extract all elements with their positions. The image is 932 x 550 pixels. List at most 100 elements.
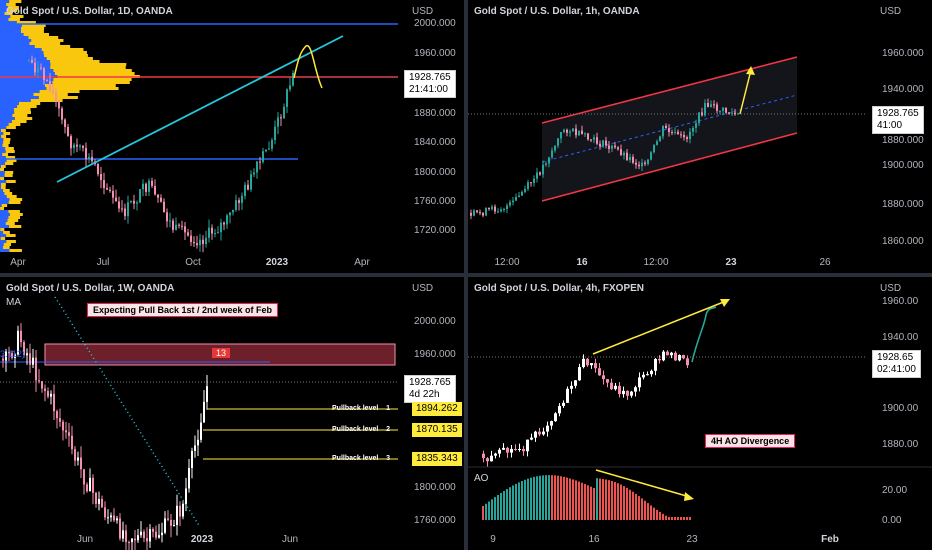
volume-profile-bar [0, 102, 19, 105]
x-tick: Jun [281, 534, 299, 545]
channel-lower-line[interactable] [541, 132, 798, 202]
candle-body [127, 202, 129, 217]
chart-canvas-4h[interactable] [468, 277, 932, 550]
volume-profile-bar [0, 84, 45, 87]
candle-body [614, 145, 616, 148]
volume-profile-bar [0, 183, 1, 186]
candle-body [689, 131, 691, 140]
candle-body [590, 363, 593, 366]
candle-body [506, 447, 509, 453]
candle-body [106, 188, 108, 190]
volume-profile-bar [43, 54, 88, 57]
chart-panel-1d[interactable]: Gold Spot / U.S. Dollar, 1D, OANDA USD 2… [0, 0, 464, 273]
candle-body [95, 492, 97, 504]
candle-body [43, 68, 45, 81]
candle-body [500, 209, 502, 212]
candle-body [614, 385, 617, 390]
chart-panel-4h[interactable]: Gold Spot / U.S. Dollar, 4h, FXOPEN 4H A… [468, 277, 932, 550]
x-tick: 2023 [190, 534, 214, 545]
candle-body [145, 183, 147, 192]
candle-body [617, 147, 619, 150]
channel-upper-line[interactable] [541, 56, 798, 124]
volume-profile-bar [0, 36, 29, 39]
candle-body [92, 477, 94, 493]
candle-body [542, 164, 544, 175]
candle-body [618, 385, 621, 395]
pullback-price-1[interactable]: 1894.262 [412, 402, 462, 416]
projection-path[interactable] [691, 306, 717, 363]
candle-body [634, 387, 637, 392]
ao-indicator-label[interactable]: AO [474, 473, 489, 484]
candle-body [594, 363, 597, 369]
candle-body [574, 380, 577, 386]
price-label[interactable]: 1928.765 21:41:00 [404, 70, 456, 98]
candle-body [632, 156, 634, 163]
volume-profile-bar [0, 240, 7, 243]
volume-profile-bar [0, 123, 9, 126]
projection-curve[interactable] [293, 45, 323, 89]
candle-body [646, 374, 649, 376]
zone-badge[interactable]: 13 [212, 348, 231, 358]
ao-bar [575, 480, 577, 520]
volume-profile-bar [7, 6, 19, 9]
chart-panel-1w[interactable]: Gold Spot / U.S. Dollar, 1W, OANDA MA 3.… [0, 277, 464, 550]
volume-profile-bar [30, 99, 63, 102]
candle-body [533, 178, 535, 183]
projection-arrow[interactable] [739, 69, 752, 115]
ao-bar [542, 475, 544, 520]
chart-canvas-1h[interactable] [468, 0, 932, 273]
volume-profile-bar [0, 18, 9, 21]
candle-body [569, 131, 571, 133]
candle-body [98, 498, 100, 504]
annotation-note[interactable]: Expecting Pull Back 1st / 2nd week of Fe… [87, 303, 279, 317]
volume-profile-bar [0, 129, 6, 132]
candle-body [623, 152, 625, 156]
pullback-price-3[interactable]: 1835.343 [412, 452, 462, 466]
candle-body [157, 194, 159, 198]
candle-body [662, 351, 665, 361]
ao-bar [569, 478, 571, 520]
chart-canvas-1d[interactable] [0, 0, 464, 273]
volume-profile-bar [0, 141, 4, 144]
candle-body [35, 357, 37, 381]
candle-body [259, 161, 261, 163]
x-tick: Jul [96, 257, 110, 268]
trendline-cyan[interactable] [56, 35, 344, 183]
candle-body [518, 449, 521, 451]
price-label[interactable]: 1928.765 4d 22h [404, 375, 456, 403]
candle-body [217, 232, 219, 234]
candle-body [578, 130, 580, 136]
candle-body [515, 197, 517, 201]
price-label[interactable]: 1928.765 41:00 [872, 106, 924, 134]
price-label[interactable]: 1928.65 02:41:00 [872, 350, 921, 378]
indicator-label[interactable]: MA [6, 297, 21, 308]
level-value: 3.112) [0, 349, 25, 359]
ao-bar [659, 511, 661, 520]
volume-profile-bar [6, 240, 16, 243]
candle-body [692, 128, 694, 132]
x-tick: 23 [725, 257, 737, 268]
candle-body [194, 445, 196, 451]
candle-body [205, 237, 207, 244]
chart-panel-1h[interactable]: Gold Spot / U.S. Dollar, 1h, OANDA USD 1… [468, 0, 932, 273]
volume-profile-bar [20, 27, 45, 30]
price-divergence-line[interactable] [592, 300, 727, 355]
candle-body [116, 518, 118, 521]
candle-body [590, 139, 592, 141]
pullback-price-2[interactable]: 1870.135 [412, 423, 462, 437]
candle-body [560, 131, 562, 139]
dotted-trendline[interactable] [54, 296, 201, 528]
horizontal-divider[interactable] [0, 273, 932, 277]
volume-profile-bar [0, 150, 6, 153]
volume-profile-bar [0, 165, 1, 168]
arrow-head [684, 492, 694, 501]
chart-canvas-1w[interactable] [0, 277, 464, 550]
candle-body [73, 144, 75, 149]
ao-divergence-line[interactable] [595, 469, 691, 498]
ao-bar [596, 478, 598, 520]
annotation-note[interactable]: 4H AO Divergence [705, 434, 796, 448]
candle-body [473, 210, 475, 216]
candle-body [476, 210, 478, 213]
candle-body [250, 174, 252, 190]
volume-profile-bar [8, 18, 20, 21]
